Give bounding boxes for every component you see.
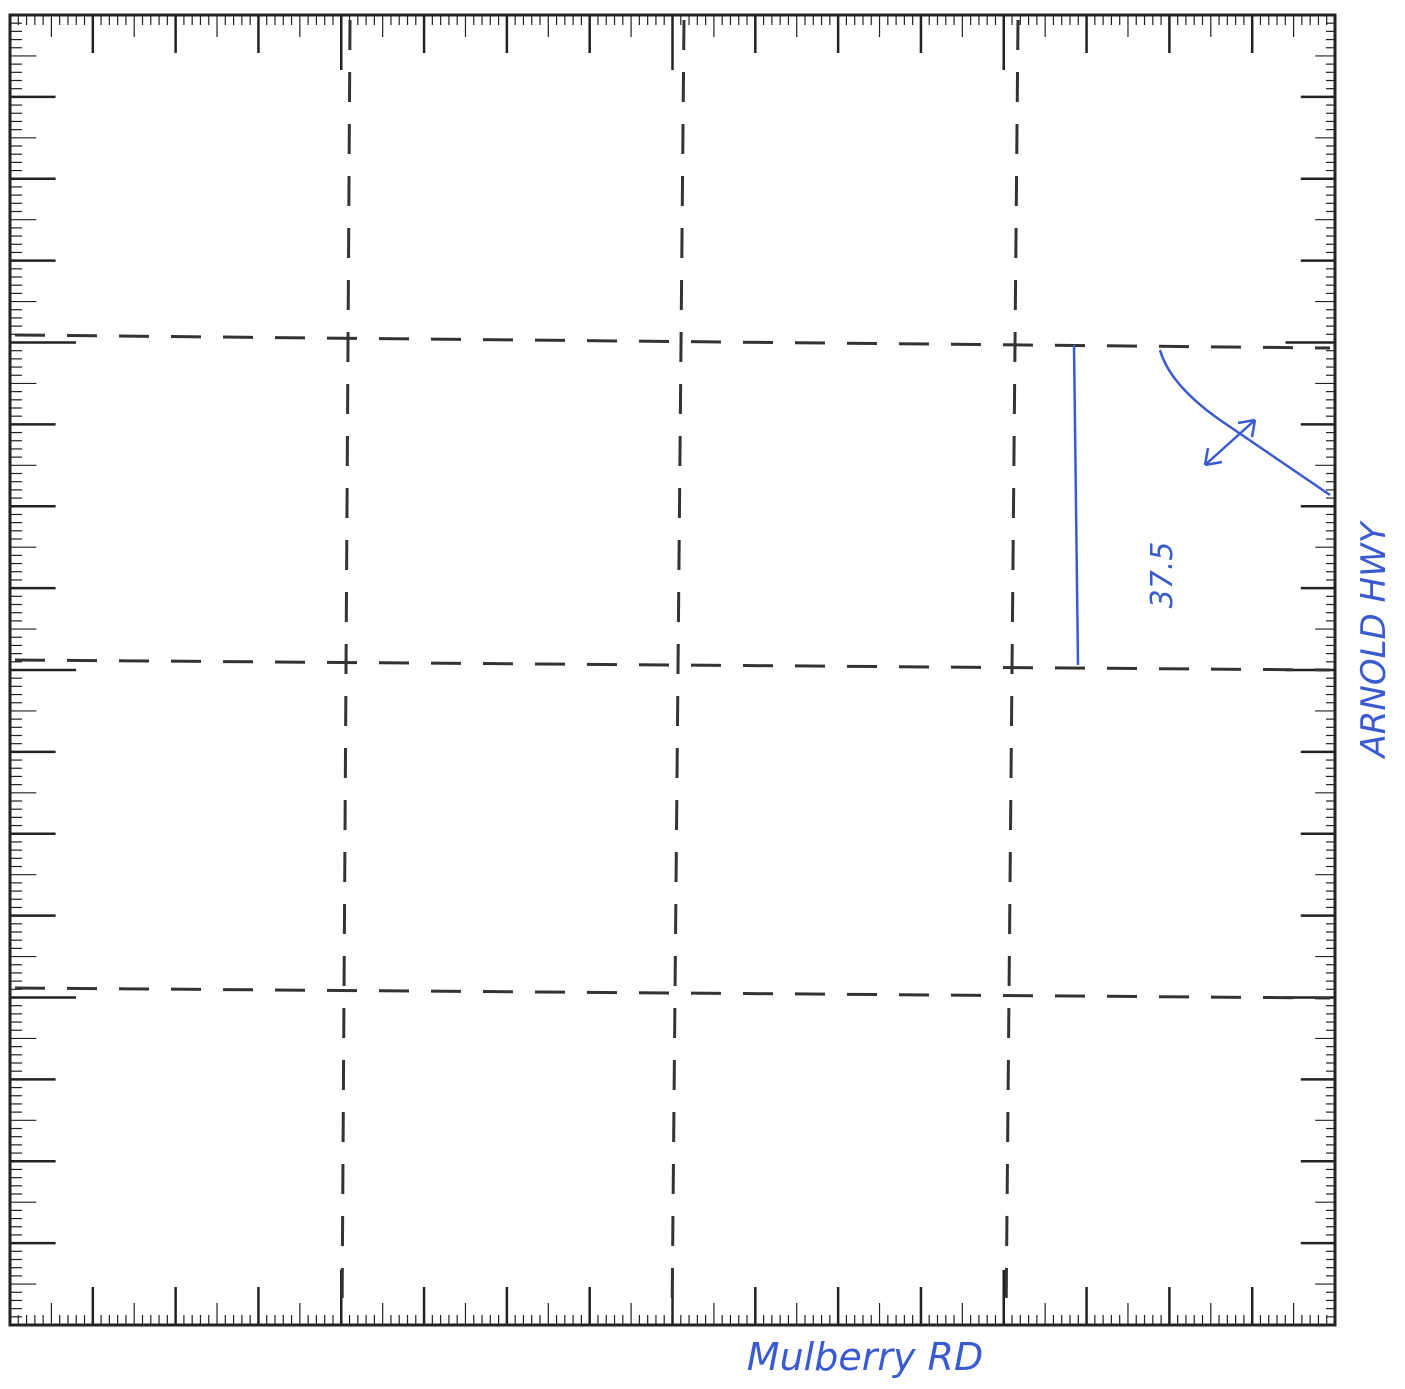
road-edge bbox=[1158, 349, 1331, 497]
annotations: 37.5 ARNOLD HWY Mulberry RD bbox=[747, 344, 1394, 1379]
double-arrow bbox=[1203, 418, 1257, 467]
grid-line bbox=[14, 658, 1331, 672]
dimension-line bbox=[1072, 344, 1080, 666]
road-label: ARNOLD HWY bbox=[1354, 520, 1394, 759]
grid-line bbox=[14, 333, 1331, 350]
grid-line bbox=[340, 19, 352, 1321]
grid-line bbox=[1004, 19, 1020, 1321]
grid-line bbox=[670, 19, 686, 1321]
grid-line bbox=[14, 986, 1331, 1000]
dimension-label: 37.5 bbox=[1145, 542, 1180, 609]
road-label: Mulberry RD bbox=[747, 1335, 983, 1379]
grid-lines bbox=[14, 19, 1331, 1321]
ruler-ticks bbox=[8, 13, 1337, 1327]
